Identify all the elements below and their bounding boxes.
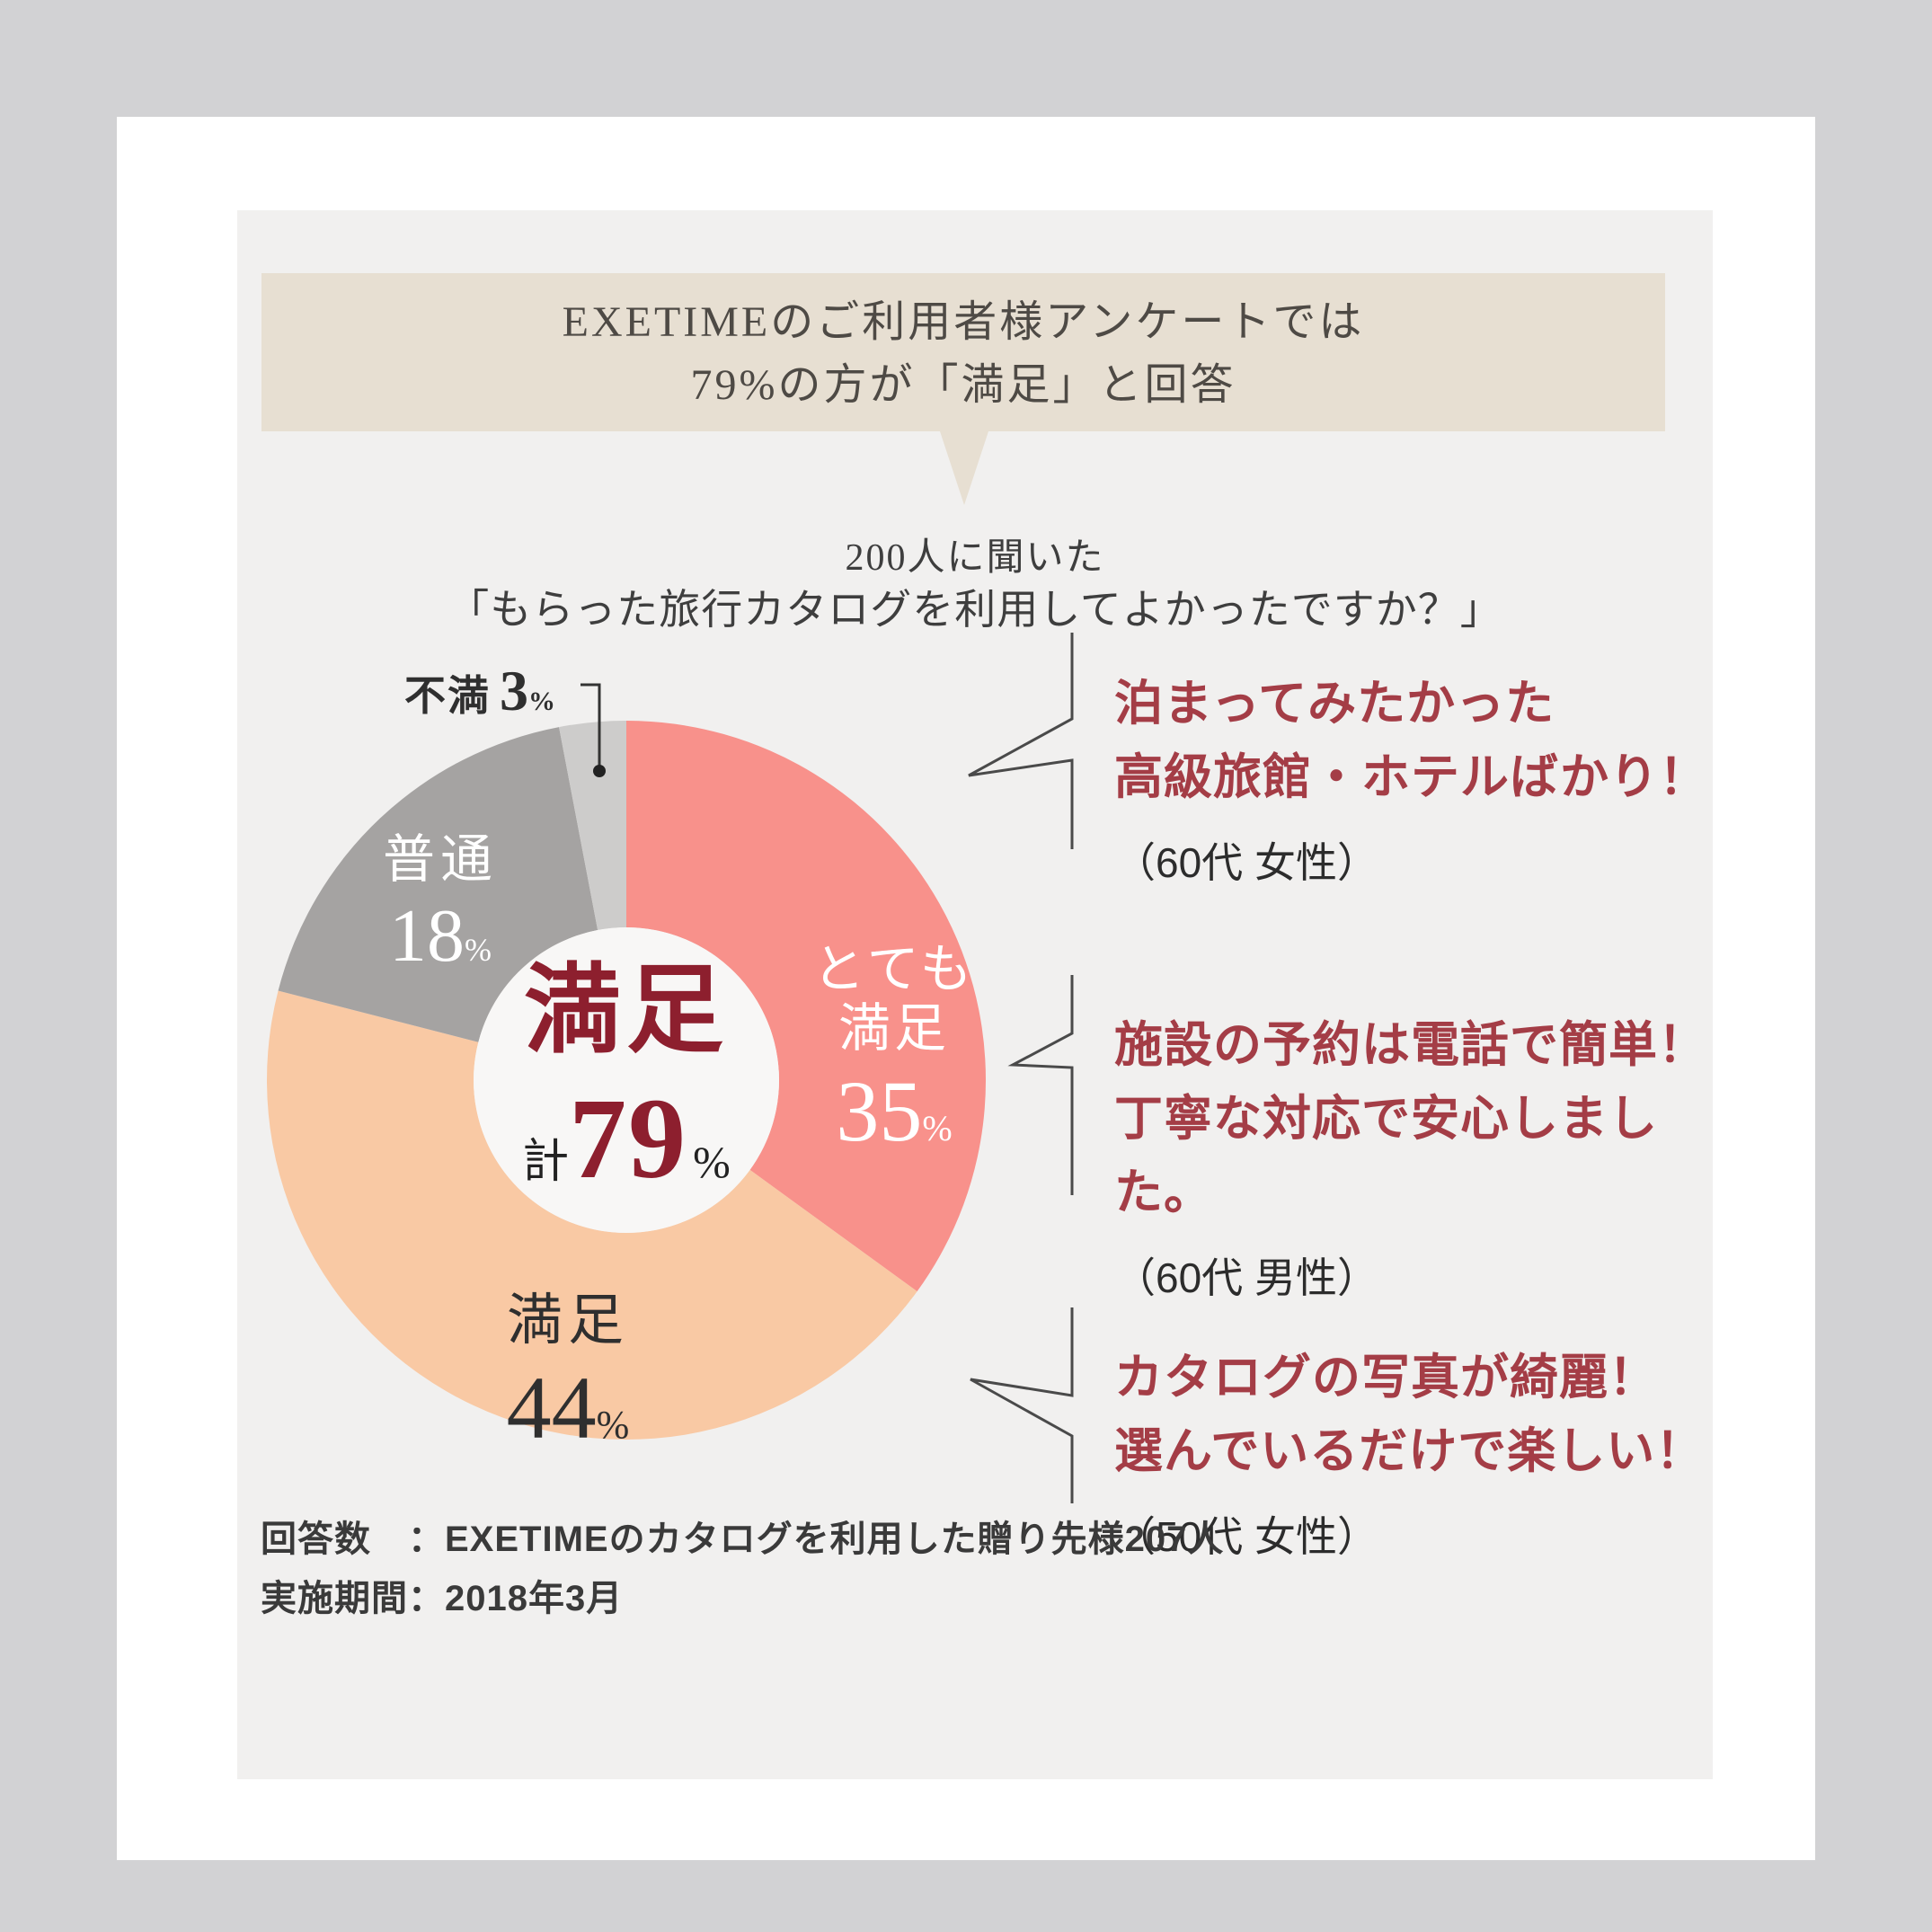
- testimonial-1: 泊まってみたかった 高級旅館・ホテルばかり！ （60代 女性）: [1114, 667, 1725, 890]
- bracket-connector-3: [970, 1307, 1074, 1503]
- survey-footnote: 回答数 ：EXETIMEのカタログを利用した贈り先様207人 実施期間：2018…: [261, 1510, 1224, 1628]
- center-title: 満足: [523, 957, 729, 1065]
- slice-label-futsuu: 普通 18%: [261, 829, 620, 981]
- header-pointer-triangle: [940, 431, 988, 505]
- quote-line: 高級旅館・ホテルばかり！: [1114, 750, 1709, 804]
- slice-label-fuman: 不満 3%: [404, 658, 782, 724]
- slice-label-text: 満足: [837, 999, 950, 1058]
- quote-line: 丁寧な対応で安心しました。: [1114, 1092, 1658, 1219]
- testimonial-3: カタログの写真が綺麗！ 選んでいるだけで楽しい！ （50代 女性）: [1114, 1341, 1725, 1564]
- testimonial-quote: カタログの写真が綺麗！ 選んでいるだけで楽しい！: [1114, 1341, 1725, 1488]
- header-banner: EXETIMEのご利用者様アンケートでは 79%の方が「満足」と回答: [261, 273, 1665, 431]
- slice-value: 35: [836, 1063, 923, 1159]
- slice-label-totemo-manzoku: とても 満足 35%: [714, 940, 1074, 1165]
- fuman-leader-dot: [593, 765, 606, 777]
- slice-value: 18: [389, 894, 465, 978]
- slice-unit: %: [528, 687, 555, 716]
- quote-line: 選んでいるだけで楽しい！: [1114, 1424, 1706, 1478]
- center-unit: %: [693, 1136, 731, 1187]
- center-prefix: 計: [522, 1136, 570, 1188]
- slice-label-text: 不満: [404, 673, 491, 719]
- survey-panel: EXETIMEのご利用者様アンケートでは 79%の方が「満足」と回答 200人に…: [237, 210, 1713, 1779]
- slice-unit: %: [922, 1108, 953, 1148]
- survey-sample-note: 200人に聞いた: [845, 537, 1105, 579]
- survey-subtitle: 200人に聞いた 「もらった旅行カタログを利用してよかったですか？」: [237, 534, 1713, 638]
- quote-line: カタログの写真が綺麗！: [1114, 1351, 1658, 1405]
- testimonial-attribution: （60代 男性）: [1114, 1254, 1378, 1301]
- quote-line: 施設の予約は電話で簡単！: [1114, 1018, 1707, 1072]
- slice-label-text: 普通: [382, 830, 498, 889]
- testimonial-quote: 施設の予約は電話で簡単！ 丁寧な対応で安心しました。: [1114, 1008, 1725, 1229]
- bracket-connector-1: [968, 633, 1074, 849]
- slice-value: 44: [506, 1358, 597, 1458]
- header-line2: 79%の方が「満足」と回答: [690, 361, 1236, 409]
- white-card: EXETIMEのご利用者様アンケートでは 79%の方が「満足」と回答 200人に…: [117, 117, 1815, 1860]
- center-total-row: 計79%: [522, 1073, 731, 1205]
- footnote-respondents: 回答数 ：EXETIMEのカタログを利用した贈り先様207人: [261, 1520, 1225, 1559]
- footnote-period: 実施期間：2018年3月: [261, 1579, 624, 1618]
- slice-label-text: とても: [812, 940, 976, 998]
- slice-value: 3: [500, 659, 528, 722]
- survey-question: 「もらった旅行カタログを利用してよかったですか？」: [448, 587, 1502, 633]
- testimonial-quote: 泊まってみたかった 高級旅館・ホテルばかり！: [1114, 667, 1725, 814]
- testimonial-attribution: （60代 女性）: [1114, 839, 1378, 886]
- header-line1: EXETIMEのご利用者様アンケートでは: [562, 298, 1365, 346]
- slice-unit: %: [465, 932, 492, 968]
- slice-label-text: 満足: [506, 1290, 629, 1352]
- quote-line: 泊まってみたかった: [1114, 677, 1555, 731]
- donut-center-label: 満足 計79%: [465, 917, 788, 1244]
- slice-unit: %: [596, 1403, 630, 1447]
- slice-label-manzoku: 満足 44%: [388, 1287, 748, 1461]
- testimonial-attribution: （50代 女性）: [1114, 1513, 1378, 1560]
- center-value: 79: [569, 1074, 688, 1202]
- testimonial-2: 施設の予約は電話で簡単！ 丁寧な対応で安心しました。 （60代 男性）: [1114, 1008, 1725, 1305]
